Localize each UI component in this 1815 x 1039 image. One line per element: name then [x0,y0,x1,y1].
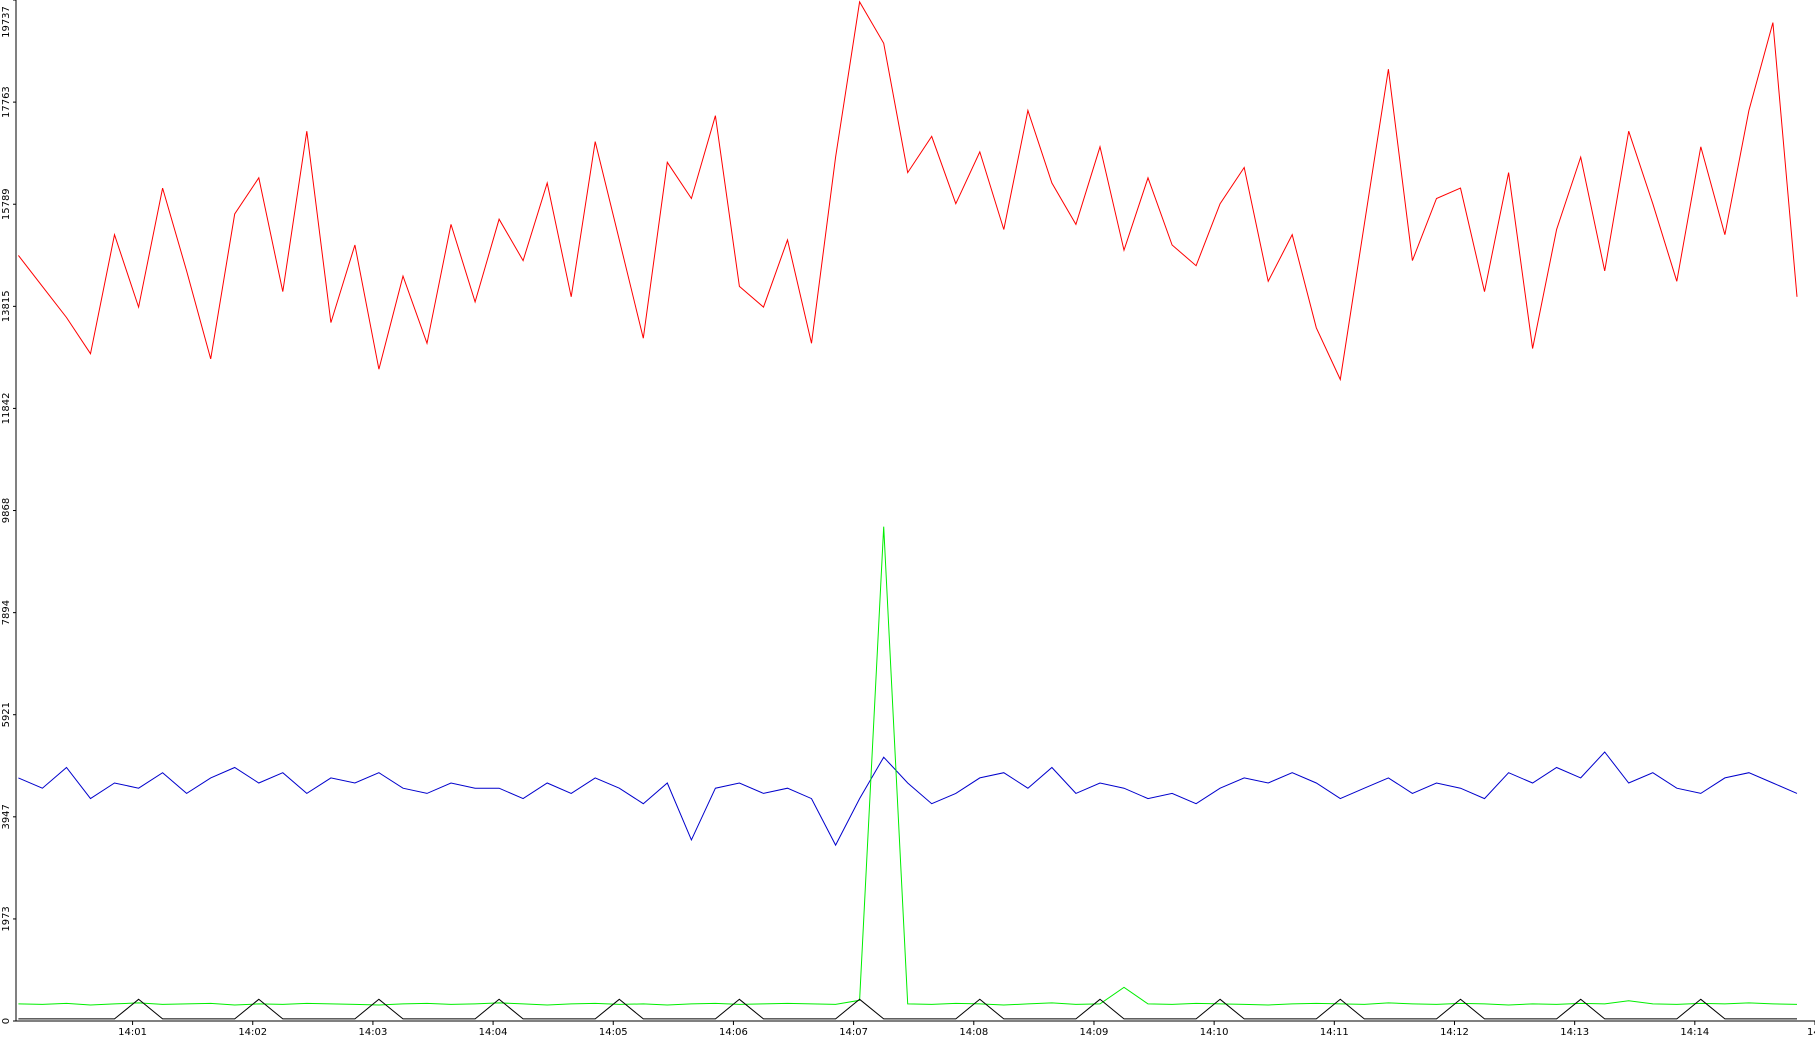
y-tick-label: 5921 [1,702,12,727]
x-tick-label: 14:05 [599,1027,628,1038]
x-tick-label: 14: [1807,1027,1815,1038]
y-tick-label: 9868 [1,498,12,523]
y-tick-label: 13815 [1,290,12,322]
y-tick-label: 15789 [1,188,12,220]
x-tick-label: 14:12 [1440,1027,1469,1038]
y-tick-label: 17763 [1,86,12,118]
series-line [18,526,1798,1006]
series-line [18,998,1797,1020]
x-tick-label: 14:11 [1320,1027,1349,1038]
x-tick-label: 14:06 [719,1027,748,1038]
x-tick-label: 14:13 [1560,1027,1589,1038]
y-tick-label: 11842 [1,393,12,425]
y-tick-label: 0 [1,1018,12,1024]
x-tick-label: 14:02 [238,1027,267,1038]
x-tick-label: 14:01 [118,1027,147,1038]
x-tick-label: 14:04 [479,1027,508,1038]
y-tick-label: 3947 [1,804,12,829]
x-tick-label: 14:07 [839,1027,868,1038]
x-tick-label: 14:14 [1680,1027,1709,1038]
series-line [18,751,1798,847]
y-tick-label: 7894 [1,600,12,625]
x-tick-label: 14:09 [1080,1027,1109,1038]
x-tick-label: 14:08 [959,1027,988,1038]
x-tick-label: 14:10 [1200,1027,1229,1038]
y-tick-label: 19737 [1,6,12,38]
y-tick-label: 1973 [1,906,12,931]
x-tick-label: 14:03 [359,1027,388,1038]
series-line [18,0,1798,382]
